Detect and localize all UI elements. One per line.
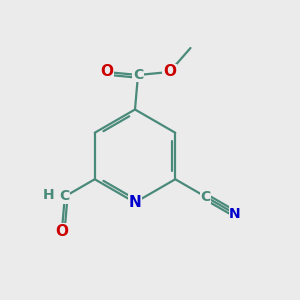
Text: O: O (100, 64, 113, 80)
Text: O: O (163, 64, 176, 80)
Text: C: C (200, 190, 210, 203)
Text: N: N (129, 195, 141, 210)
Text: C: C (133, 68, 143, 82)
Text: N: N (229, 207, 241, 221)
Text: C: C (60, 190, 70, 203)
Text: H: H (43, 188, 54, 202)
Text: O: O (56, 224, 68, 238)
